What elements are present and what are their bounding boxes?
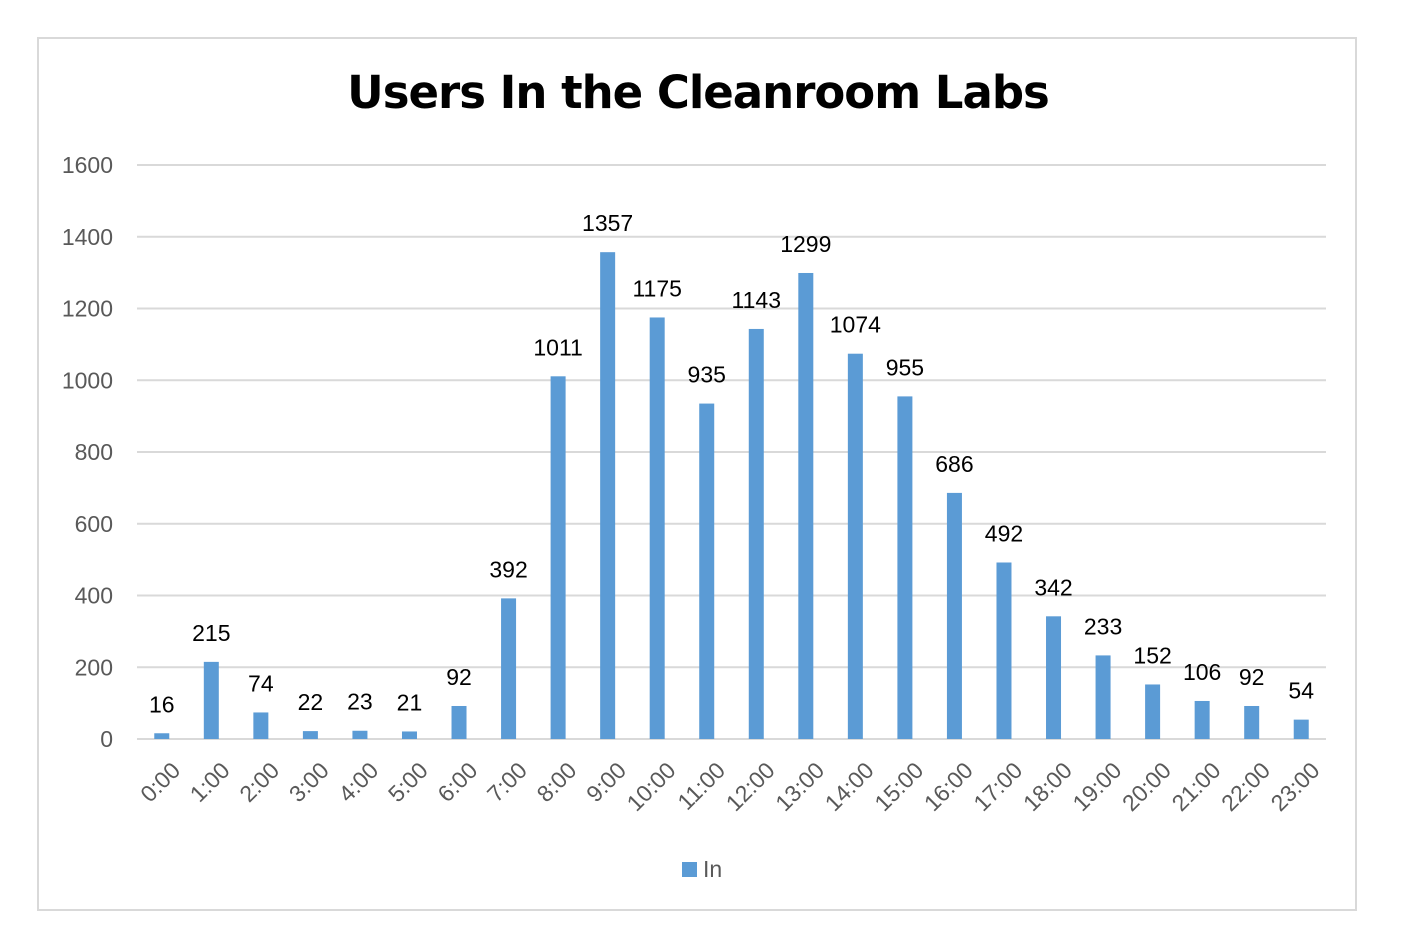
x-tick-label: 0:00	[135, 757, 185, 807]
bar	[401, 731, 417, 739]
x-tick-label: 12:00	[721, 757, 780, 816]
bar	[699, 403, 715, 739]
data-label: 23	[347, 689, 373, 715]
data-label: 233	[1084, 613, 1122, 639]
x-tick-label: 11:00	[672, 757, 730, 815]
bar	[253, 712, 269, 739]
x-tick-label: 23:00	[1266, 757, 1325, 816]
data-label: 1143	[732, 287, 781, 313]
bar	[501, 598, 517, 739]
x-tick-label: 19:00	[1067, 757, 1126, 816]
data-label: 1357	[582, 210, 633, 236]
x-tick-label: 16:00	[919, 757, 978, 816]
bar	[1194, 700, 1210, 739]
y-tick-label: 1400	[62, 224, 113, 250]
y-tick-label: 0	[100, 726, 113, 752]
y-tick-label: 1200	[62, 296, 113, 322]
data-label: 392	[489, 556, 527, 582]
data-label: 686	[935, 451, 973, 477]
bar	[946, 492, 962, 739]
bar	[600, 252, 616, 739]
bar	[1145, 684, 1161, 739]
bar	[649, 317, 665, 739]
data-label: 492	[985, 520, 1023, 546]
x-tick-label: 3:00	[284, 757, 334, 807]
y-tick-label: 600	[75, 511, 113, 537]
x-tick-label: 18:00	[1018, 757, 1077, 816]
bar	[550, 376, 566, 739]
y-tick-label: 1000	[62, 367, 113, 393]
y-tick-label: 200	[75, 654, 113, 680]
x-tick-label: 15:00	[869, 757, 928, 816]
x-tick-label: 7:00	[482, 757, 532, 807]
bars	[154, 252, 1309, 739]
chart-title: Users In the Cleanroom Labs	[347, 66, 1050, 119]
data-label: 22	[298, 689, 324, 715]
bar	[798, 272, 814, 739]
bar	[302, 731, 318, 739]
bar	[1293, 719, 1309, 739]
data-label: 74	[248, 670, 274, 696]
data-label: 106	[1183, 659, 1221, 685]
bar	[451, 705, 467, 739]
y-tick-label: 800	[75, 439, 113, 465]
data-label: 92	[1239, 664, 1265, 690]
data-labels: 16 215 74 22 23 21 92 392 1011 1357 1175 935 1143 129…	[149, 210, 1314, 717]
data-label: 152	[1133, 642, 1171, 668]
data-label: 1074	[830, 312, 881, 338]
x-tick-label: 20:00	[1117, 757, 1176, 816]
data-label: 1175	[632, 275, 681, 301]
data-label: 54	[1288, 678, 1314, 704]
x-tick-label: 21:00	[1166, 757, 1225, 816]
x-tick-label: 22:00	[1216, 757, 1275, 816]
data-label: 1011	[533, 334, 582, 360]
x-tick-label: 1:00	[185, 757, 235, 807]
bar	[748, 328, 764, 739]
legend-swatch	[682, 862, 697, 877]
x-tick-label: 2:00	[234, 757, 284, 807]
gridlines	[137, 164, 1326, 740]
data-label: 16	[149, 691, 175, 717]
y-tick-label: 1600	[62, 152, 113, 178]
x-tick-label: 4:00	[333, 757, 383, 807]
x-tick-label: 6:00	[432, 757, 482, 807]
bar	[154, 733, 170, 739]
data-label: 21	[397, 689, 423, 715]
legend: In	[682, 856, 722, 883]
bar	[1244, 705, 1260, 739]
data-label: 935	[688, 362, 726, 388]
bar	[352, 730, 368, 739]
x-tick-label: 8:00	[531, 757, 581, 807]
x-axis-ticks: 0:00 1:00 2:00 3:00 4:00 5:00 6:00 7:00 8:00 9:00…	[135, 757, 1324, 816]
legend-label: In	[703, 856, 723, 882]
bar	[847, 353, 863, 739]
data-label: 342	[1034, 574, 1072, 600]
y-tick-label: 400	[75, 583, 113, 609]
x-tick-label: 13:00	[770, 757, 829, 816]
bar	[1046, 616, 1062, 739]
x-tick-label: 17:00	[968, 757, 1027, 816]
x-tick-label: 5:00	[383, 757, 433, 807]
data-label: 955	[886, 354, 924, 380]
y-axis-ticks: 0 200 400 600 800 1000 1200 1400 1600	[62, 152, 113, 752]
bar	[203, 661, 219, 739]
chart-frame	[37, 37, 1357, 911]
bar	[996, 562, 1012, 739]
x-tick-label: 14:00	[820, 757, 879, 816]
x-tick-label: 10:00	[622, 757, 681, 816]
data-label: 92	[446, 664, 472, 690]
bar	[897, 396, 913, 739]
bar	[1095, 655, 1111, 739]
data-label: 215	[192, 620, 230, 646]
data-label: 1299	[780, 231, 831, 257]
